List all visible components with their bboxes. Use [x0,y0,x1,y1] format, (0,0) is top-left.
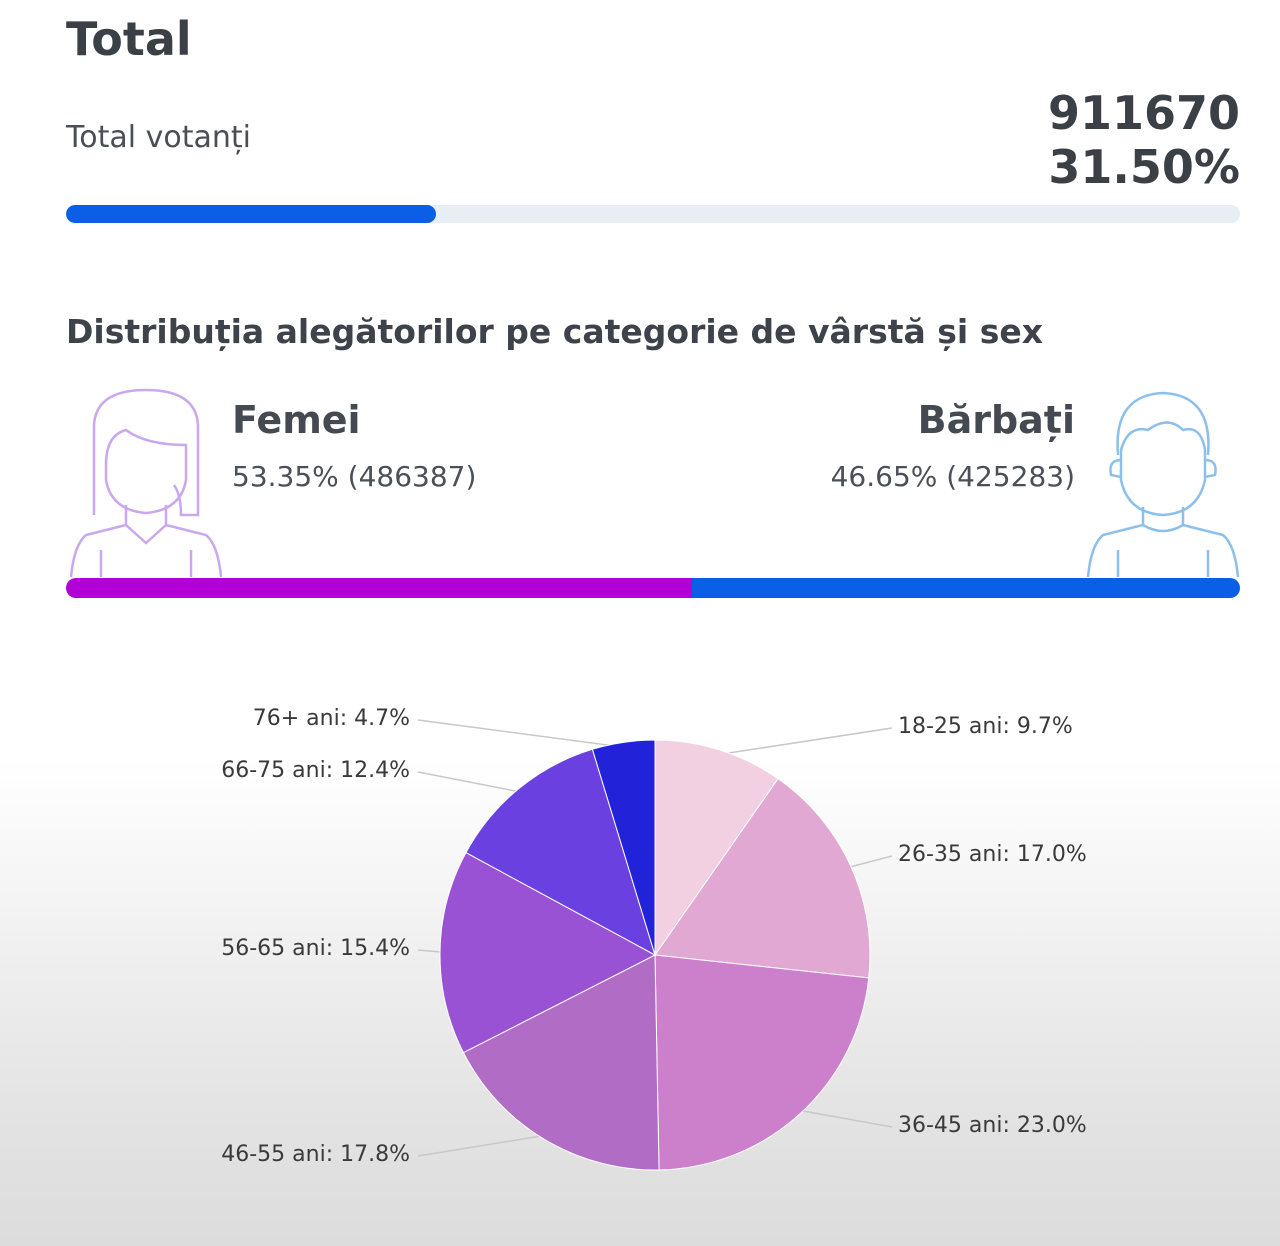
pie-leader-line [417,719,625,749]
male-label: Bărbați [917,398,1075,442]
turnout-progress-fill [66,205,436,223]
pie-leader-line [845,855,893,869]
pie-leader-line [717,727,893,756]
pie-label: 56-65 ani: 15.4% [221,936,410,961]
gender-split-bar [66,578,1240,598]
turnout-percent: 31.50% [1048,140,1240,194]
turnout-progress-bar [66,205,1240,223]
female-value: 53.35% (486387) [232,460,477,493]
total-voters-label: Total votanți [66,120,251,155]
pie-leader-line [417,1134,548,1157]
pie-label: 76+ ani: 4.7% [252,706,410,731]
pie-slice-76-ani [591,739,656,956]
female-share-fill [66,578,693,598]
pie-label: 26-35 ani: 17.0% [898,842,1087,867]
distribution-title: Distribuția alegătorilor pe categorie de… [66,312,1043,351]
female-label: Femei [232,398,361,442]
pie-slice-18-25-ani [654,739,779,957]
total-voters-count: 911670 [1047,86,1240,140]
pie-leader-line [796,1109,893,1128]
pie-slice-26-35-ani [654,778,871,979]
pie-label: 18-25 ani: 9.7% [898,714,1073,739]
pie-label: 46-55 ani: 17.8% [221,1142,410,1167]
female-avatar-icon [69,388,223,578]
pie-slice-56-65-ani [439,851,657,1054]
male-value: 46.65% (425283) [830,460,1075,493]
pie-label: 36-45 ani: 23.0% [898,1113,1087,1138]
pie-leader-line [417,771,523,794]
male-share-fill [692,578,1240,598]
pie-label: 66-75 ani: 12.4% [221,758,410,783]
male-avatar-icon [1086,391,1240,578]
section-title: Total [66,12,192,66]
pie-slice-46-55-ani [462,954,660,1171]
pie-slice-36-45-ani [654,954,870,1171]
